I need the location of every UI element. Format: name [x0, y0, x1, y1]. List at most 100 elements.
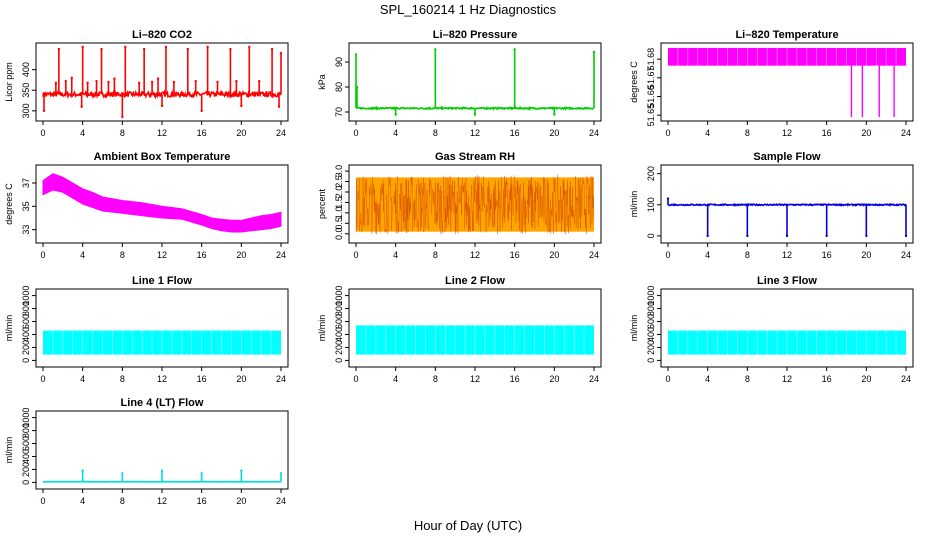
- data-point: [194, 79, 197, 83]
- y-tick-label: 1.0: [334, 207, 344, 220]
- x-tick-label: 16: [197, 496, 207, 506]
- data-point: [592, 50, 596, 54]
- y-tick-label: 0: [334, 358, 344, 363]
- y-tick-label: 800: [646, 301, 656, 316]
- y-tick-label: 400: [21, 62, 31, 77]
- y-axis-label: degrees C: [629, 61, 639, 103]
- plot-frame: [35, 42, 289, 122]
- data-point: [473, 113, 477, 116]
- x-tick-label: 24: [901, 374, 911, 384]
- data-point: [81, 45, 84, 49]
- data-point: [121, 115, 124, 119]
- x-tick-label: 0: [665, 128, 670, 138]
- y-tick-label: 3.0: [334, 165, 344, 178]
- data-point: [434, 48, 437, 51]
- panel-1: Li–820 Pressure kPa 0 4 8 12 16 20 24 70 80 90: [317, 29, 602, 138]
- x-tick-label: 0: [40, 128, 45, 138]
- y-tick-label: 0: [21, 358, 31, 363]
- x-tick-label: 12: [157, 128, 167, 138]
- y-tick-label: 600: [334, 314, 344, 329]
- x-tick-label: 8: [120, 374, 125, 384]
- panel-7: Line 2 Flow ml/min 0 4 8 12 16 20 24 0 20040060080…: [317, 275, 602, 384]
- data-point: [706, 234, 709, 238]
- x-tick-label: 0: [353, 250, 358, 260]
- x-tick-label: 12: [157, 496, 167, 506]
- x-tick-label: 20: [861, 374, 871, 384]
- data-point: [354, 53, 358, 56]
- data-point: [86, 81, 89, 85]
- x-tick-label: 20: [236, 128, 246, 138]
- panel-8: Line 3 Flow ml/min 0 4 8 12 16 20 24 0 20040060080…: [629, 275, 914, 384]
- y-tick-label: 37: [21, 178, 31, 188]
- data-point: [865, 234, 868, 238]
- y-tick-label: 200: [21, 340, 31, 355]
- y-axis-label: ml/min: [4, 315, 14, 342]
- series-line: [355, 174, 595, 235]
- panel-title: Li–820 Temperature: [735, 29, 838, 41]
- data-point: [160, 469, 164, 472]
- y-tick-label: 51.67: [646, 67, 656, 90]
- x-tick-label: 20: [236, 250, 246, 260]
- data-point: [95, 79, 98, 83]
- panel-title: Gas Stream RH: [435, 151, 515, 163]
- data-point: [785, 234, 789, 238]
- x-tick-label: 12: [782, 128, 792, 138]
- data-point: [553, 113, 556, 116]
- plot-area: [42, 45, 283, 119]
- x-tick-label: 8: [433, 250, 438, 260]
- plot-area: [42, 173, 282, 233]
- x-tick-label: 20: [549, 128, 559, 138]
- x-tick-label: 4: [705, 128, 710, 138]
- x-tick-label: 24: [276, 374, 286, 384]
- x-tick-label: 12: [157, 374, 167, 384]
- x-tick-label: 20: [236, 374, 246, 384]
- panel-title: Sample Flow: [753, 151, 821, 163]
- x-tick-label: 16: [510, 250, 520, 260]
- x-tick-label: 8: [120, 250, 125, 260]
- x-tick-label: 8: [120, 128, 125, 138]
- x-tick-label: 24: [589, 128, 599, 138]
- data-point: [825, 234, 828, 238]
- x-tick-label: 4: [393, 250, 398, 260]
- y-tick-label: 90: [334, 57, 344, 67]
- data-point: [279, 472, 283, 475]
- data-point: [666, 197, 670, 200]
- plot-frame: [660, 288, 914, 368]
- panel-title: Li–820 Pressure: [433, 29, 517, 41]
- data-point: [277, 105, 281, 108]
- y-tick-label: 1000: [334, 286, 344, 306]
- x-tick-label: 4: [393, 374, 398, 384]
- x-tick-label: 20: [549, 374, 559, 384]
- data-point: [164, 45, 168, 49]
- y-tick-label: 200: [646, 340, 656, 355]
- data-point: [513, 48, 516, 51]
- y-tick-label: 300: [21, 103, 31, 118]
- plot-area: [356, 325, 594, 355]
- y-tick-label: 400: [21, 449, 31, 464]
- plot-area: [668, 47, 906, 117]
- x-tick-label: 20: [236, 496, 246, 506]
- x-tick-label: 20: [861, 250, 871, 260]
- data-point: [80, 105, 83, 108]
- x-tick-label: 16: [822, 128, 832, 138]
- x-tick-label: 4: [705, 250, 710, 260]
- data-point: [270, 47, 274, 51]
- data-point: [235, 79, 238, 83]
- series-envelope: [42, 173, 282, 233]
- y-axis-label: percent: [317, 188, 327, 219]
- panel-4: Gas Stream RH percent 0 4 8 12 16 20 24 0.00.51.0…: [317, 151, 602, 260]
- data-point: [42, 109, 46, 113]
- x-tick-label: 4: [80, 128, 85, 138]
- x-tick-label: 24: [589, 374, 599, 384]
- data-point: [54, 81, 58, 85]
- data-point: [137, 81, 141, 85]
- x-tick-label: 4: [80, 374, 85, 384]
- y-tick-label: 0: [21, 480, 31, 485]
- data-point: [279, 51, 283, 55]
- data-point: [200, 472, 203, 475]
- y-tick-label: 600: [646, 314, 656, 329]
- y-tick-label: 400: [21, 327, 31, 342]
- data-point: [206, 45, 209, 49]
- data-point: [248, 45, 251, 49]
